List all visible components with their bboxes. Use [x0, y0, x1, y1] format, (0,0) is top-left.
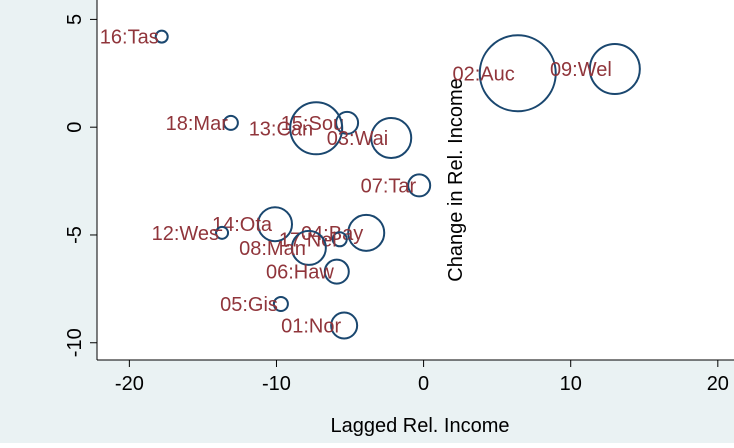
point-label: 17:Nel [279, 229, 337, 251]
bubble [290, 229, 327, 266]
bubble [407, 173, 432, 198]
y-tick-label: 0 [64, 122, 86, 133]
point-label: 09:Wel [550, 59, 612, 81]
bubble [222, 114, 239, 131]
point-label: 08:Man [239, 238, 306, 260]
bubble [478, 34, 557, 113]
plot-area [97, 0, 734, 360]
bubble [331, 231, 348, 248]
bubble [347, 213, 386, 252]
point-label: 01:Nor [281, 316, 341, 338]
point-label: 02:Auc [452, 63, 514, 85]
point-label: 12:Wes [152, 223, 219, 245]
y-tick-label: 5 [64, 14, 86, 25]
point-label: 18:Mar [166, 113, 229, 135]
bubble [154, 29, 169, 44]
x-tick-label: -20 [115, 373, 144, 395]
point-label: 06:Haw [266, 262, 334, 284]
point-label: 13:Can [249, 118, 314, 140]
point-label: 07:Tar [361, 175, 417, 197]
x-tick-label: -10 [262, 373, 291, 395]
bubble [272, 295, 289, 312]
x-tick-label: 20 [707, 373, 729, 395]
x-tick-label: 10 [560, 373, 582, 395]
y-axis-title: Change in Rel. Income [445, 78, 467, 281]
point-label: 16:Tas [100, 27, 159, 49]
y-tick-label: -5 [64, 226, 86, 244]
point-label: 14:Ota [212, 214, 273, 236]
point-label: 15:Sou [281, 113, 344, 135]
point-label: 03:Wai [327, 128, 389, 150]
bubble [370, 116, 413, 159]
bubble [588, 42, 641, 95]
bubble [257, 206, 294, 243]
y-tick-label: -10 [64, 328, 86, 357]
point-label: 05:Gis [220, 294, 278, 316]
bubble [289, 101, 344, 156]
bubble [215, 225, 230, 240]
bubble [323, 258, 350, 285]
x-tick-label: 0 [418, 373, 429, 395]
bubble [330, 311, 359, 340]
bubble [335, 110, 360, 135]
x-axis-title: Lagged Rel. Income [330, 415, 509, 437]
